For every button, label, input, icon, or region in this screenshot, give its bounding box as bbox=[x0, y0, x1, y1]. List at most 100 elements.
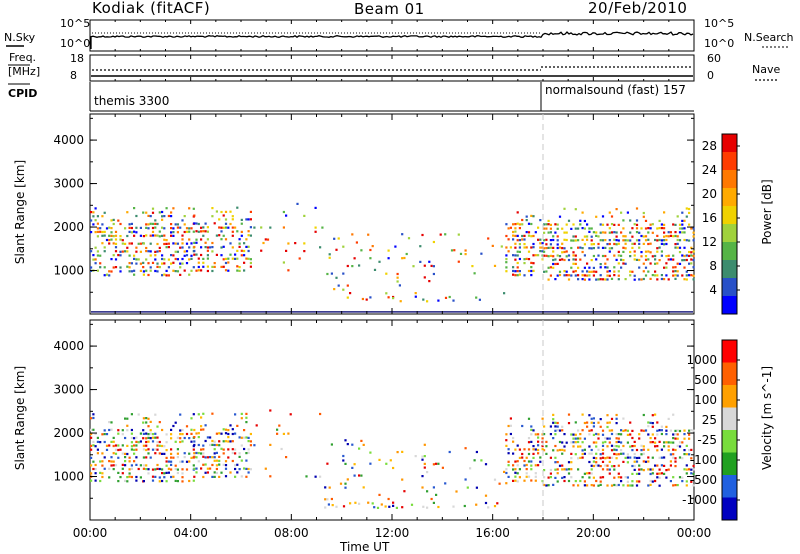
echo-mark bbox=[135, 214, 138, 218]
echo-mark bbox=[512, 254, 515, 257]
echo-mark bbox=[624, 476, 627, 479]
echo-mark bbox=[592, 274, 595, 277]
echo-mark bbox=[556, 274, 559, 277]
echo-mark bbox=[90, 444, 93, 447]
echo-mark bbox=[99, 266, 102, 269]
echo-mark bbox=[613, 238, 616, 241]
echo-mark bbox=[556, 421, 559, 425]
echo-mark bbox=[667, 235, 670, 238]
echo-mark bbox=[527, 258, 531, 261]
echo-mark bbox=[176, 258, 179, 261]
echo-mark bbox=[220, 226, 223, 229]
echo-mark bbox=[586, 262, 589, 265]
echo-mark bbox=[554, 262, 557, 266]
echo-mark bbox=[527, 460, 531, 463]
echo-mark bbox=[195, 432, 198, 435]
echo-mark bbox=[512, 273, 515, 276]
echo-mark bbox=[516, 222, 519, 225]
echo-mark bbox=[224, 467, 228, 470]
echo-mark bbox=[601, 278, 605, 281]
echo-mark bbox=[622, 227, 625, 230]
echo-mark bbox=[530, 269, 533, 273]
echo-mark bbox=[188, 460, 191, 463]
echo-mark bbox=[245, 475, 248, 478]
echo-mark bbox=[149, 234, 152, 237]
echo-mark bbox=[651, 223, 654, 226]
echo-mark bbox=[631, 445, 634, 448]
echo-mark bbox=[690, 480, 693, 483]
echo-mark bbox=[247, 436, 250, 439]
echo-mark bbox=[99, 479, 102, 483]
echo-mark bbox=[530, 433, 533, 436]
echo-mark bbox=[222, 452, 225, 455]
echo-mark bbox=[222, 463, 225, 466]
echo-mark bbox=[588, 452, 591, 455]
echo-mark bbox=[238, 455, 241, 458]
echo-mark bbox=[269, 226, 272, 229]
echo-mark bbox=[624, 239, 627, 242]
echo-mark bbox=[503, 470, 506, 473]
echo-mark bbox=[103, 230, 106, 233]
echo-mark bbox=[236, 206, 239, 209]
echo-mark bbox=[663, 223, 666, 226]
echo-mark bbox=[631, 242, 634, 245]
echo-mark bbox=[525, 246, 528, 249]
echo-mark bbox=[161, 210, 164, 214]
echo-mark bbox=[688, 468, 691, 471]
echo-mark bbox=[665, 235, 668, 238]
echo-mark bbox=[342, 505, 346, 508]
echo-mark bbox=[537, 436, 540, 439]
echo-mark bbox=[172, 207, 175, 210]
echo-mark bbox=[99, 230, 102, 233]
echo-mark bbox=[558, 464, 562, 467]
echo-mark bbox=[147, 472, 150, 475]
echo-mark bbox=[185, 432, 189, 436]
echo-mark bbox=[514, 242, 517, 245]
echo-mark bbox=[475, 503, 478, 506]
echo-mark bbox=[353, 463, 356, 466]
echo-mark bbox=[640, 251, 643, 254]
echo-mark bbox=[622, 452, 625, 455]
echo-mark bbox=[554, 433, 557, 436]
echo-mark bbox=[647, 460, 650, 463]
echo-mark bbox=[674, 457, 677, 460]
echo-mark bbox=[96, 235, 99, 238]
echo-mark bbox=[170, 452, 173, 455]
echo-mark bbox=[174, 242, 177, 245]
echo-mark bbox=[296, 202, 299, 205]
echo-mark bbox=[114, 452, 118, 455]
echo-mark bbox=[688, 274, 691, 277]
echo-mark bbox=[421, 233, 424, 237]
echo-mark bbox=[247, 467, 250, 471]
power-colorbar-label: Power [dB] bbox=[760, 179, 774, 245]
echo-mark bbox=[638, 246, 641, 249]
echo-mark bbox=[181, 460, 184, 463]
echo-mark bbox=[190, 440, 193, 443]
echo-mark bbox=[165, 449, 168, 452]
echo-mark bbox=[683, 266, 686, 269]
colorbar-tick-label: 16 bbox=[702, 211, 717, 225]
echo-mark bbox=[590, 239, 593, 242]
echo-mark bbox=[328, 256, 331, 259]
echo-mark bbox=[124, 464, 127, 467]
echo-mark bbox=[665, 255, 668, 258]
echo-mark bbox=[126, 265, 129, 268]
echo-mark bbox=[601, 444, 605, 447]
echo-mark bbox=[690, 468, 693, 471]
echo-mark bbox=[108, 239, 111, 242]
echo-mark bbox=[142, 448, 145, 451]
echo-mark bbox=[590, 464, 593, 467]
echo-mark bbox=[181, 234, 184, 237]
echo-mark bbox=[676, 429, 679, 432]
echo-mark bbox=[96, 440, 99, 443]
freq-label: Freq. bbox=[9, 51, 37, 64]
echo-mark bbox=[672, 223, 675, 226]
echo-mark bbox=[624, 235, 627, 238]
echo-mark bbox=[94, 445, 97, 448]
echo-mark bbox=[547, 223, 550, 226]
echo-mark bbox=[537, 444, 540, 447]
echo-mark bbox=[197, 436, 200, 439]
echo-mark bbox=[620, 231, 623, 234]
echo-mark bbox=[604, 278, 607, 281]
